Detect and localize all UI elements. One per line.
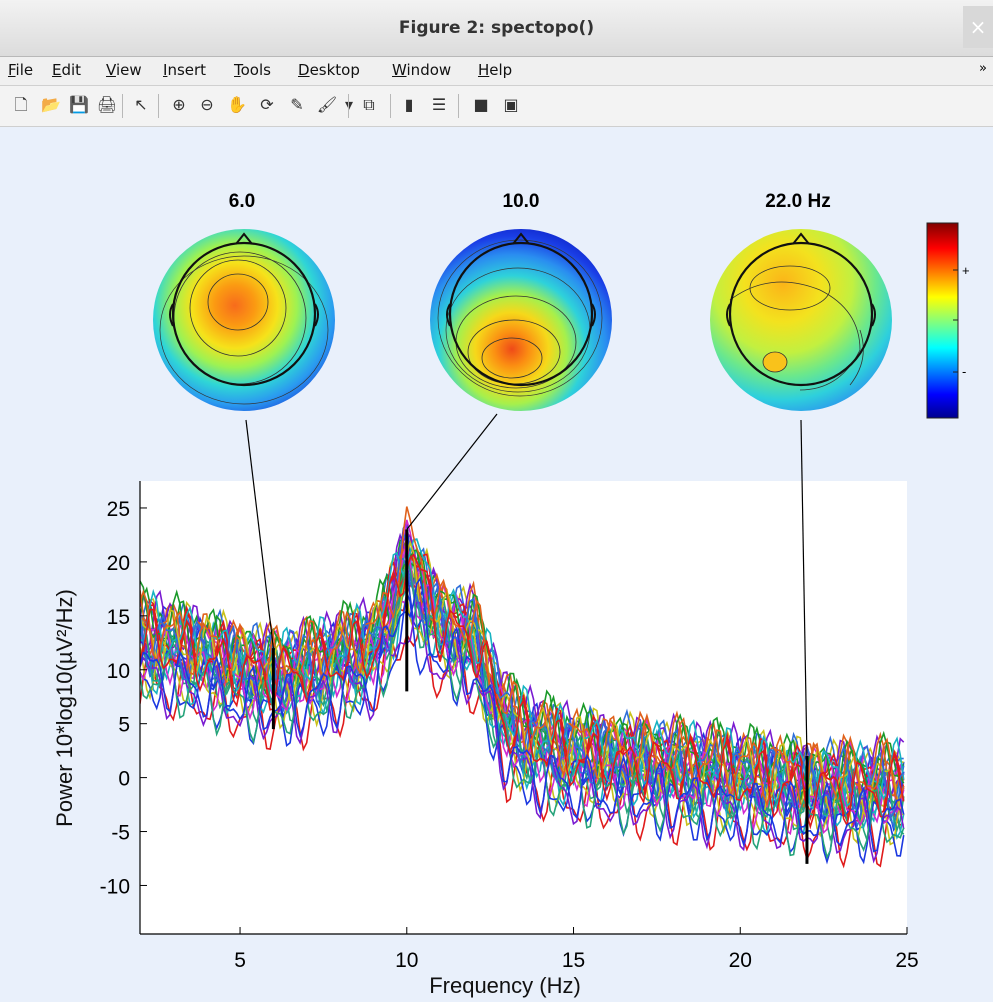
x-axis-label: Frequency (Hz) [429,973,581,998]
brush-dropdown-icon[interactable]: ▾ [344,95,354,114]
topomap-label: 10.0 [503,191,540,212]
menu-insert[interactable]: Insert [163,61,207,79]
x-tick-label: 10 [395,949,418,972]
channel-spectrum-line [140,557,905,819]
zoom-out-icon[interactable]: ⊖ [200,95,214,114]
axis-ticks: 5 10 15 20 25 -10 -5 0 5 10 15 20 25 [100,498,919,972]
head-outline [171,241,317,387]
toolbar-separator [390,94,391,118]
y-tick-label: 20 [107,552,130,575]
x-tick-label: 25 [895,949,918,972]
figure-canvas: 5 10 15 20 25 -10 -5 0 5 10 15 20 25 Frequency (Hz) … [0,127,993,998]
spectrum-traces [140,506,905,869]
toolbar-separator [122,94,123,118]
colorbar-icon[interactable]: ▮ [404,95,414,114]
topomap-10hz: 10.0 [430,191,612,411]
head-outline [728,241,874,387]
menu-overflow-icon[interactable]: » [979,61,987,76]
y-tick-label: 10 [107,660,130,683]
channel-spectrum-line [140,558,905,860]
toolbar-separator [458,94,459,118]
y-tick-label: -5 [111,822,130,845]
menu-file[interactable]: File [8,61,34,79]
colorbar: + - [926,222,970,419]
toolbar: 🗋 📂 💾 🖨 ↖ ⊕ ⊖ ✋ ⟳ ✎ 🖌 ▾ ⧉ ▮ ☰ ■ ▣ [0,86,993,127]
channel-spectrum-line [140,553,905,830]
window-title: Figure 2: spectopo() [398,18,595,38]
menu-window[interactable]: Window [392,61,452,79]
show-plot-tools-icon[interactable]: ▣ [503,95,519,114]
y-tick-label: 25 [107,498,130,521]
topomap-label: 22.0 Hz [765,191,830,212]
legend-icon[interactable]: ☰ [431,95,447,114]
data-cursor-icon[interactable]: ✎ [290,95,304,114]
y-tick-label: 0 [118,768,130,791]
menu-view[interactable]: View [106,61,142,79]
frequency-markers [245,413,809,864]
menu-bar: » File Edit View Insert Tools Desktop Window He… [0,57,993,86]
toolbar-separator [348,94,349,118]
y-tick-label: 5 [118,714,130,737]
topomap-label: 6.0 [229,191,255,212]
print-icon[interactable]: 🖨 [96,95,118,114]
colorbar-gradient [926,222,959,419]
y-axis-label: Power 10*log10(µV²/Hz) [52,589,77,827]
brush-icon[interactable]: 🖌 [316,95,338,114]
topomap-6hz: 6.0 [153,191,335,411]
topomap-connector-line [245,419,274,649]
topomap-connector-line [406,413,498,530]
x-tick-label: 15 [562,949,585,972]
menu-edit[interactable]: Edit [52,61,82,79]
head-outline [448,241,594,387]
link-plot-icon[interactable]: ⧉ [363,95,375,114]
topomap-disc [710,229,892,411]
y-tick-label: 15 [107,606,130,629]
close-button[interactable]: × [963,6,993,48]
menu-desktop[interactable]: Desktop [298,61,360,79]
channel-spectrum-line [140,506,905,808]
zoom-in-icon[interactable]: ⊕ [172,95,186,114]
save-icon[interactable]: 💾 [69,95,89,114]
channel-spectrum-line [140,589,905,865]
menu-help[interactable]: Help [478,61,513,79]
toolbar-separator [158,94,159,118]
hide-plot-tools-icon[interactable]: ■ [473,95,489,114]
topomap-22hz: 22.0 Hz [710,191,892,411]
colorbar-plus-label: + [962,263,970,278]
pointer-icon[interactable]: ↖ [134,95,148,114]
channel-spectrum-line [140,576,905,853]
topomap-connector-line [800,419,808,757]
window-titlebar: Figure 2: spectopo() × [0,0,993,57]
open-file-icon[interactable]: 📂 [41,95,61,114]
x-tick-label: 20 [729,949,752,972]
y-tick-label: -10 [100,875,130,898]
pan-hand-icon[interactable]: ✋ [227,95,247,114]
rotate-3d-icon[interactable]: ⟳ [260,95,274,114]
menu-tools[interactable]: Tools [234,61,271,79]
new-figure-icon[interactable]: 🗋 [14,95,28,114]
colorbar-minus-label: - [962,364,966,379]
x-tick-label: 5 [234,949,246,972]
